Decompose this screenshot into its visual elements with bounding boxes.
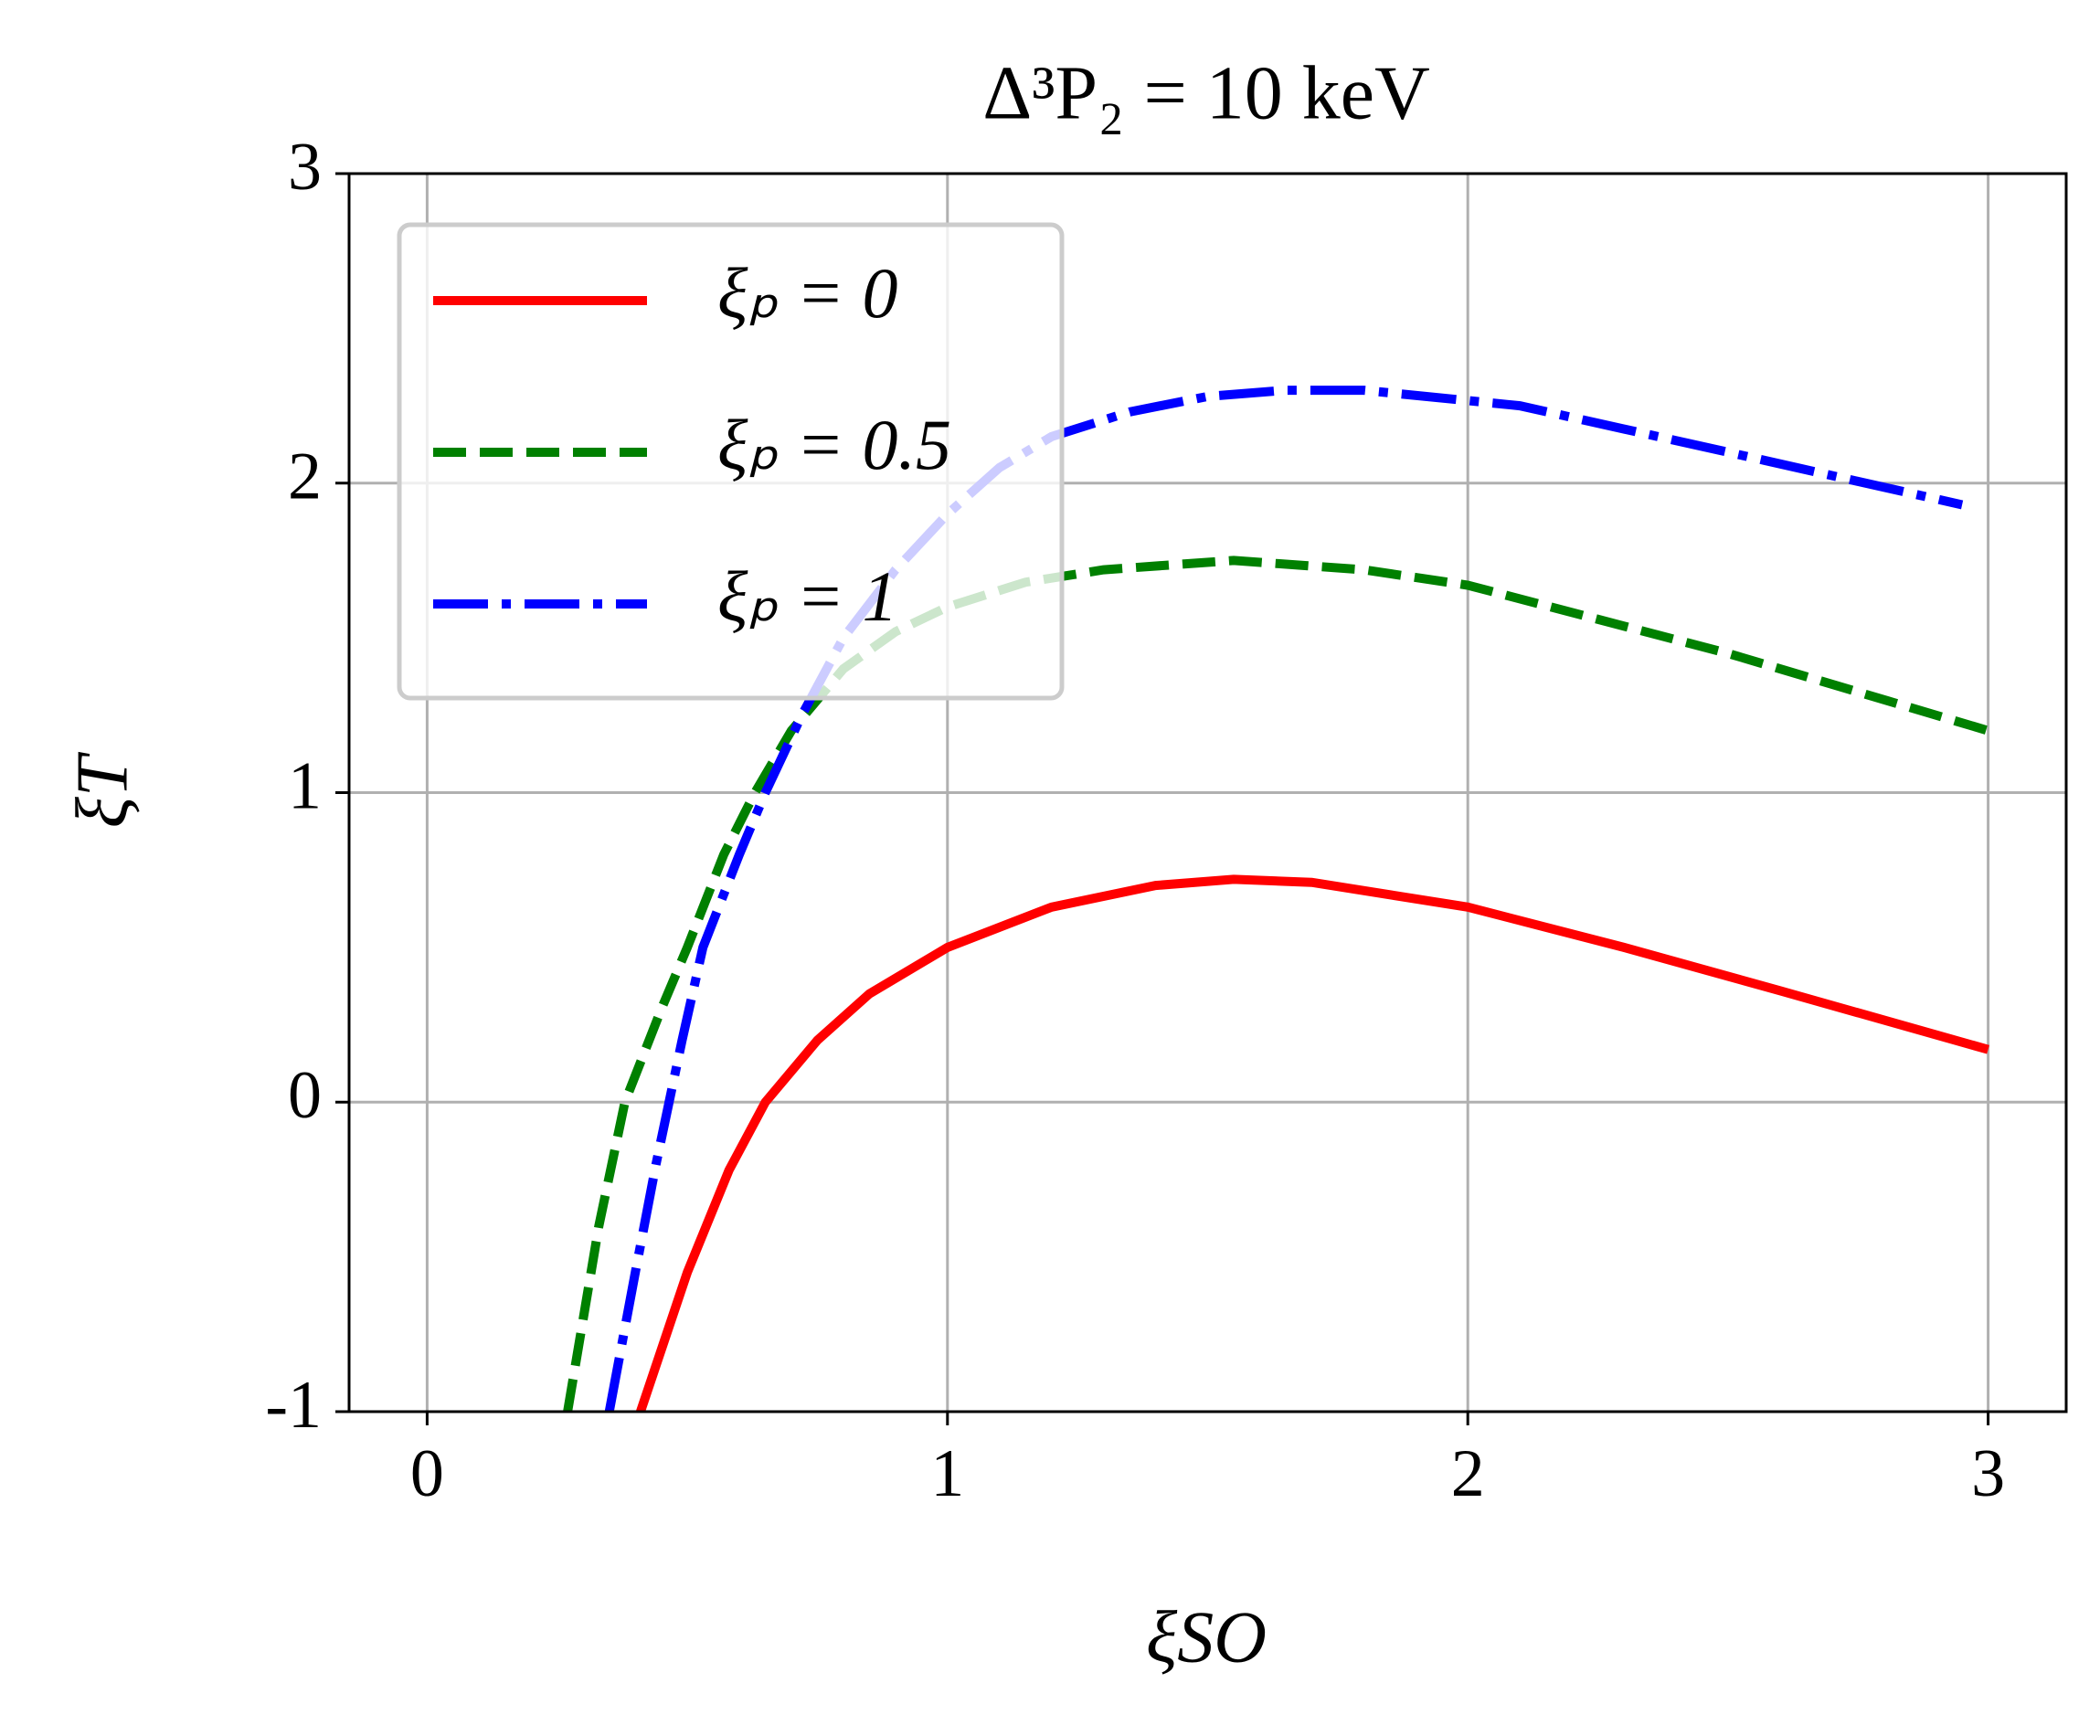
y-tick-label: 3 xyxy=(288,130,322,205)
y-tick-label: 1 xyxy=(288,748,322,823)
x-tick-label: 3 xyxy=(1971,1436,2005,1511)
legend-label: ξₚ = 1 xyxy=(717,556,897,636)
x-tick-label: 0 xyxy=(410,1436,444,1511)
x-tick-label: 1 xyxy=(930,1436,964,1511)
x-axis-label: ξSO xyxy=(1146,1597,1267,1678)
plot-frame xyxy=(347,172,2068,1413)
series-line xyxy=(563,556,1990,1412)
y-tick-label: 0 xyxy=(288,1058,322,1133)
y-tick-label: 2 xyxy=(288,439,322,514)
legend-label: ξₚ = 0 xyxy=(717,253,897,333)
x-tick-label: 2 xyxy=(1451,1436,1485,1511)
chart-title: Δ³P₂ = 10 keV xyxy=(982,50,1430,135)
legend-box xyxy=(397,222,1065,701)
y-axis-label: ξT xyxy=(62,751,143,828)
y-tick-label: -1 xyxy=(265,1368,322,1443)
legend-label: ξₚ = 0.5 xyxy=(717,405,951,484)
series-line xyxy=(636,874,1989,1412)
